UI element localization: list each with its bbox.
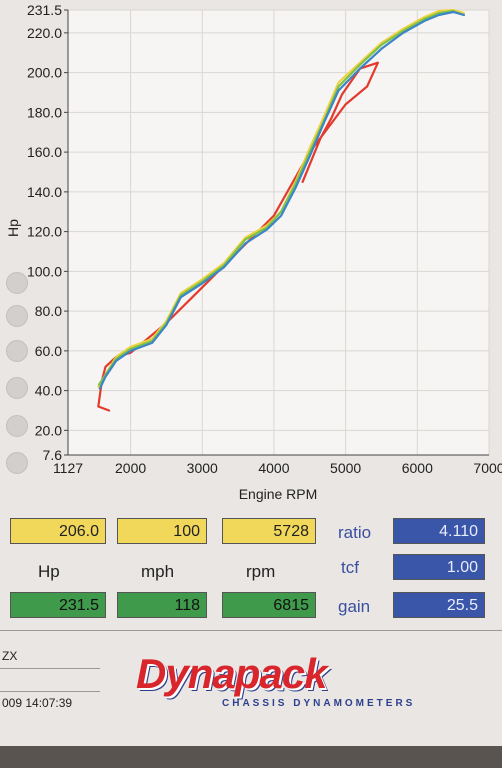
footer-id: ZX	[2, 649, 18, 663]
tcf-label: tcf	[341, 558, 359, 577]
y-tick-label: 180.0	[27, 104, 62, 120]
rpm-caption: rpm	[246, 562, 276, 581]
x-tick-label: 5000	[330, 460, 361, 476]
side-dot	[6, 377, 28, 399]
footer-timestamp: 009 14:07:39	[2, 696, 73, 710]
side-dot	[6, 340, 28, 362]
x-tick-label: 6000	[402, 460, 433, 476]
gain-value: 25.5	[393, 592, 485, 618]
ratio-label: ratio	[338, 523, 372, 542]
x-axis-label: Engine RPM	[239, 486, 318, 502]
x-tick-label: 3000	[187, 460, 218, 476]
y-tick-label: 120.0	[27, 224, 62, 240]
y-tick-label: 80.0	[35, 303, 62, 319]
footer-line	[0, 691, 100, 692]
x-tick-label: 4000	[258, 460, 289, 476]
footer-divider	[0, 630, 502, 631]
hp-max-readout: 231.5	[10, 592, 106, 618]
series-line-1	[97, 61, 379, 412]
x-tick-label: 2000	[115, 460, 146, 476]
bottom-strip	[0, 746, 502, 768]
hp-chart: 1127 2000 3000 4000 5000 6000 7000 7.6 20.0 40.0 6…	[5, 2, 502, 502]
y-tick-label: 200.0	[27, 65, 62, 81]
side-dot	[6, 272, 28, 294]
ratio-value: 4.110	[393, 518, 485, 544]
y-tick-label: 40.0	[35, 383, 62, 399]
rpm-max-readout: 6815	[222, 592, 316, 618]
x-tick-label: 1127	[53, 460, 83, 476]
side-dot	[6, 305, 28, 327]
side-dot	[6, 452, 28, 474]
dynapack-subtitle: CHASSIS DYNAMOMETERS	[222, 698, 416, 709]
y-tick-label: 220.0	[27, 25, 62, 41]
series-line-4	[98, 10, 465, 390]
mph-readout: 100	[117, 518, 207, 544]
gain-label: gain	[338, 597, 371, 616]
tick-labels: 1127 2000 3000 4000 5000 6000 7000 7.6 20.0 40.0 6…	[27, 2, 502, 476]
dynapack-logo: Dynapack	[136, 650, 327, 697]
mph-max-readout: 118	[117, 592, 207, 618]
tcf-value: 1.00	[393, 554, 485, 580]
y-tick-label: 20.0	[35, 422, 62, 438]
y-tick-label: 7.6	[43, 447, 63, 463]
grid	[64, 9, 490, 456]
y-tick-label: 140.0	[27, 184, 62, 200]
y-tick-label: 60.0	[35, 343, 62, 359]
footer-line	[0, 668, 100, 669]
y-tick-label: 100.0	[27, 263, 62, 279]
hp-caption: Hp	[38, 562, 60, 581]
series-group	[97, 8, 465, 412]
side-dot	[6, 415, 28, 437]
y-tick-label: 231.5	[27, 2, 62, 18]
y-axis-label: Hp	[5, 219, 21, 237]
mph-caption: mph	[141, 562, 175, 581]
hp-readout: 206.0	[10, 518, 106, 544]
x-tick-label: 7000	[473, 460, 502, 476]
y-tick-label: 160.0	[27, 144, 62, 160]
series-line-3	[97, 9, 465, 386]
plot-area	[68, 10, 489, 455]
rpm-readout: 5728	[222, 518, 316, 544]
